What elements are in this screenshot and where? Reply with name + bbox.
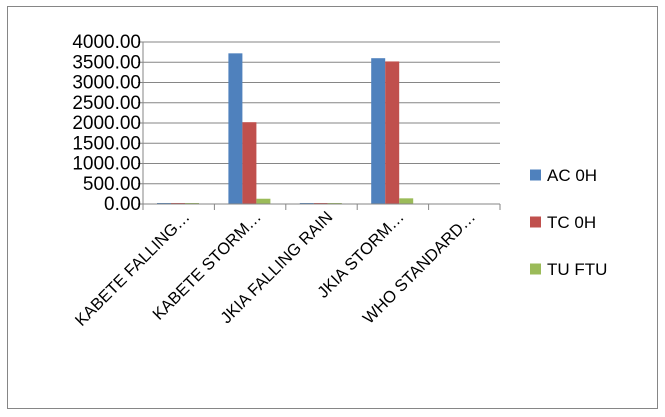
x-tick-label: KABETE FALLING…: [72, 208, 194, 330]
bar-tu-ftu: [256, 198, 271, 204]
gridlines: [138, 41, 500, 205]
bar-tc-0h: [385, 61, 400, 204]
x-tick-labels: KABETE FALLING…KABETE STORM…JKIA FALLING…: [72, 208, 479, 330]
legend: AC 0H TC 0H TU FTU: [530, 166, 607, 279]
chart-frame: [7, 6, 658, 409]
bars: [157, 53, 414, 205]
legend-label: TU FTU: [547, 260, 607, 279]
legend-swatch: [530, 169, 541, 181]
legend-swatch: [530, 263, 541, 275]
y-tick-label: 1000.00: [72, 154, 141, 175]
y-tick-label: 500.00: [83, 174, 141, 195]
y-tick-label: 0.00: [104, 194, 141, 215]
bar-ac-0h: [228, 53, 243, 205]
y-tick-labels: 0.00500.001000.001500.002000.002500.0030…: [72, 32, 141, 215]
legend-swatch: [530, 216, 541, 228]
legend-label: TC 0H: [547, 213, 596, 232]
axes: [142, 42, 501, 210]
y-tick-label: 2500.00: [72, 93, 141, 114]
y-tick-label: 4000.00: [72, 32, 141, 53]
y-tick-label: 1500.00: [72, 133, 141, 154]
y-tick-label: 3500.00: [72, 52, 141, 73]
y-tick-label: 2000.00: [72, 113, 141, 134]
bar-tu-ftu: [399, 198, 414, 204]
bar-tc-0h: [242, 122, 257, 204]
y-tick-label: 3000.00: [72, 73, 141, 94]
legend-label: AC 0H: [547, 166, 597, 185]
bar-ac-0h: [371, 58, 386, 205]
